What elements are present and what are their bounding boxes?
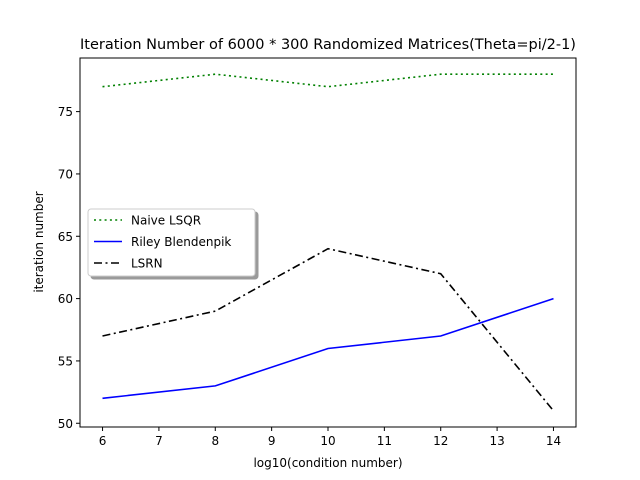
legend-label-naive-lsqr: Naive LSQR bbox=[131, 214, 201, 228]
legend-label-lsrn: LSRN bbox=[131, 257, 163, 271]
x-tick-label: 7 bbox=[155, 434, 163, 448]
y-tick-label: 65 bbox=[58, 230, 73, 244]
chart-title: Iteration Number of 6000 * 300 Randomize… bbox=[80, 37, 576, 53]
y-tick-label: 60 bbox=[58, 292, 73, 306]
y-tick-label: 75 bbox=[58, 105, 73, 119]
y-tick-label: 55 bbox=[58, 354, 73, 368]
series-line-lsrn bbox=[102, 247, 555, 412]
x-tick-label: 9 bbox=[268, 434, 276, 448]
y-tick-label: 70 bbox=[58, 167, 73, 181]
plot-area bbox=[102, 73, 555, 412]
y-axis-label: iteration number bbox=[32, 191, 46, 292]
y-tick-label: 50 bbox=[58, 417, 73, 431]
legend: Naive LSQR Riley Blendenpik LSRN bbox=[87, 208, 256, 277]
x-tick-label: 10 bbox=[320, 434, 335, 448]
legend-box bbox=[87, 208, 256, 277]
x-axis: 6 7 8 9 10 11 12 13 14 bbox=[99, 427, 561, 448]
x-tick-label: 6 bbox=[99, 434, 107, 448]
x-tick-label: 14 bbox=[546, 434, 561, 448]
x-tick-label: 8 bbox=[211, 434, 219, 448]
x-tick-label: 13 bbox=[489, 434, 504, 448]
x-tick-label: 11 bbox=[377, 434, 392, 448]
y-axis: 50 55 60 65 70 75 bbox=[58, 105, 80, 431]
x-axis-label: log10(condition number) bbox=[253, 456, 402, 470]
series-line-naive-lsqr bbox=[102, 73, 554, 88]
legend-label-riley-blendenpik: Riley Blendenpik bbox=[131, 235, 231, 249]
series-line-riley-blendenpik bbox=[102, 297, 554, 400]
x-tick-label: 12 bbox=[433, 434, 448, 448]
